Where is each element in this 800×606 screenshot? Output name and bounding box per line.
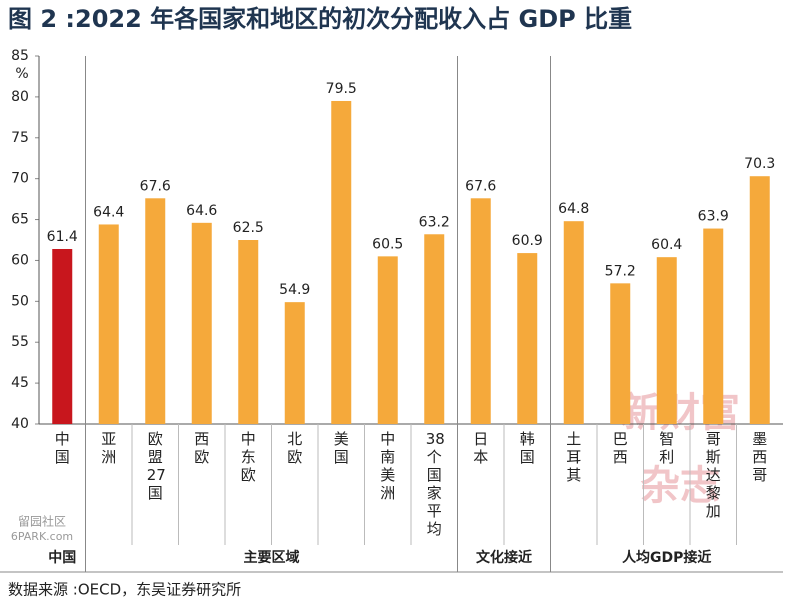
x-tick-label: 日本	[473, 430, 489, 466]
bar	[749, 176, 770, 424]
x-tick-label: 北欧	[287, 430, 303, 466]
x-tick-label: 西欧	[194, 430, 210, 466]
bar	[424, 234, 445, 424]
value-label: 61.4	[47, 229, 78, 245]
value-label: 67.6	[140, 178, 171, 194]
y-unit: %	[15, 66, 28, 82]
value-label: 60.5	[372, 236, 403, 252]
bar	[238, 240, 259, 424]
value-label: 70.3	[744, 156, 775, 172]
bar	[470, 198, 491, 424]
x-tick-label: 哥斯达黎加	[705, 430, 721, 520]
bar	[563, 221, 584, 424]
bar	[284, 302, 305, 424]
value-label: 62.5	[233, 220, 264, 236]
value-label: 60.9	[512, 233, 543, 249]
chart-title: 图 2 :2022 年各国家和地区的初次分配收入占 GDP 比重	[8, 5, 632, 33]
group-label: 中国	[48, 549, 76, 566]
y-tick-label: 85	[11, 48, 29, 64]
x-tick-label: 亚洲	[101, 430, 117, 466]
value-label: 64.4	[93, 204, 124, 220]
x-tick-label: 中国	[54, 430, 70, 466]
group-label: 主要区域	[244, 549, 300, 566]
value-label: 67.6	[465, 178, 496, 194]
x-tick-label: 巴西	[612, 430, 628, 466]
x-tick-label: 墨西哥	[752, 430, 768, 484]
bar	[191, 222, 212, 424]
bar	[610, 283, 631, 424]
watermark: 留园社区	[18, 514, 66, 529]
x-tick-label: 土耳其	[566, 430, 582, 484]
x-tick-label: 38个国家平均	[425, 430, 445, 538]
value-label: 54.9	[279, 282, 310, 298]
bar	[52, 248, 73, 424]
group-label: 文化接近	[476, 549, 532, 566]
watermark: 6PARK.com	[11, 530, 73, 543]
y-tick-label: 70	[11, 171, 29, 187]
group-label: 人均GDP接近	[622, 549, 711, 566]
x-tick-label: 欧盟27国	[146, 430, 166, 502]
bar	[377, 256, 398, 424]
source: 数据来源 :OECD，东吴证券研究所	[8, 581, 241, 599]
y-tick-label: 60	[11, 252, 29, 268]
value-label: 63.2	[419, 214, 450, 230]
y-tick-label: 55	[11, 334, 29, 350]
bar	[517, 253, 538, 424]
watermark: 杂志	[640, 463, 720, 509]
y-tick-label: 50	[11, 293, 29, 309]
value-label: 63.9	[698, 209, 729, 225]
value-label: 79.5	[326, 81, 357, 97]
x-tick-label: 美国	[333, 430, 349, 466]
y-tick-label: 65	[11, 212, 29, 228]
bar	[331, 100, 352, 424]
bar	[145, 198, 166, 424]
value-label: 64.6	[186, 203, 217, 219]
x-tick-label: 智利	[659, 430, 675, 466]
y-tick-label: 75	[11, 130, 29, 146]
value-label: 64.8	[558, 201, 589, 217]
value-label: 60.4	[651, 237, 682, 253]
y-tick-label: 45	[11, 375, 29, 391]
x-tick-label: 中东欧	[240, 430, 256, 484]
bar	[703, 228, 724, 424]
bar	[656, 257, 677, 424]
y-tick-label: 40	[11, 416, 29, 432]
x-tick-label: 韩国	[519, 430, 535, 466]
value-label: 57.2	[605, 263, 636, 279]
y-tick-label: 80	[11, 89, 29, 105]
bar	[98, 224, 119, 424]
x-tick-label: 中南美洲	[380, 430, 396, 502]
